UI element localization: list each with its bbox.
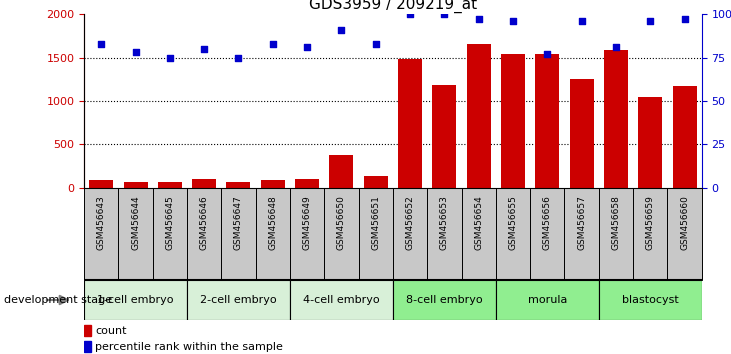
Bar (221, 188, 256, 280)
Text: GSM456646: GSM456646 (200, 195, 208, 250)
Bar (564, 188, 599, 280)
Bar (325, 188, 359, 280)
Bar (432, 85, 456, 188)
Text: GSM456659: GSM456659 (645, 195, 655, 250)
Point (404, 11, 416, 17)
Text: morula: morula (528, 295, 567, 305)
Point (610, 44, 622, 50)
Bar (290, 188, 325, 280)
Bar (501, 55, 525, 188)
Bar (599, 280, 702, 320)
Point (95, 41, 107, 46)
Text: GSM456652: GSM456652 (406, 195, 414, 250)
Text: GSM456649: GSM456649 (303, 195, 311, 250)
Bar (124, 182, 148, 188)
Text: GSM456643: GSM456643 (96, 195, 106, 250)
Text: blastocyst: blastocyst (622, 295, 678, 305)
Bar (295, 179, 319, 188)
Bar (84, 325, 91, 336)
Title: GDS3959 / 209219_at: GDS3959 / 209219_at (309, 0, 477, 13)
Bar (667, 188, 702, 280)
Text: 1-cell embryo: 1-cell embryo (97, 295, 174, 305)
Text: GSM456648: GSM456648 (268, 195, 277, 250)
Text: GSM456660: GSM456660 (680, 195, 689, 250)
Bar (569, 79, 594, 188)
Bar (633, 188, 667, 280)
Text: 2-cell embryo: 2-cell embryo (200, 295, 277, 305)
Bar (84, 188, 118, 280)
Point (576, 18, 588, 24)
Text: GSM456651: GSM456651 (371, 195, 380, 250)
Text: GSM456657: GSM456657 (577, 195, 586, 250)
Point (679, 17, 691, 22)
Text: GSM456647: GSM456647 (234, 195, 243, 250)
Bar (393, 280, 496, 320)
Bar (461, 188, 496, 280)
Point (507, 18, 519, 24)
Point (645, 18, 656, 24)
Point (198, 46, 210, 52)
Bar (496, 188, 530, 280)
Bar (84, 341, 91, 353)
Point (301, 44, 313, 50)
Bar (84, 280, 187, 320)
Bar (535, 55, 559, 188)
Point (164, 55, 175, 60)
Bar (466, 44, 491, 188)
Point (473, 17, 485, 22)
Bar (496, 280, 599, 320)
Bar (187, 188, 221, 280)
Bar (599, 188, 633, 280)
Bar (256, 188, 290, 280)
Text: percentile rank within the sample: percentile rank within the sample (95, 342, 283, 352)
Bar (158, 182, 182, 188)
Point (129, 50, 141, 55)
Bar (427, 188, 461, 280)
Point (439, 11, 450, 17)
Bar (153, 188, 187, 280)
Bar (227, 182, 251, 188)
Bar (673, 86, 697, 188)
Text: GSM456655: GSM456655 (509, 195, 518, 250)
Point (336, 27, 347, 33)
Bar (290, 280, 393, 320)
Point (370, 41, 382, 46)
Bar (359, 188, 393, 280)
Text: development stage: development stage (4, 295, 112, 305)
Text: GSM456653: GSM456653 (440, 195, 449, 250)
Bar (398, 59, 422, 188)
Point (232, 55, 244, 60)
Bar (187, 280, 290, 320)
Text: GSM456650: GSM456650 (337, 195, 346, 250)
Text: GSM456644: GSM456644 (131, 195, 140, 250)
Text: 8-cell embryo: 8-cell embryo (406, 295, 482, 305)
Bar (261, 180, 285, 188)
Point (267, 41, 279, 46)
Bar (330, 155, 354, 188)
Text: count: count (95, 326, 126, 336)
Point (542, 51, 553, 57)
Text: GSM456658: GSM456658 (611, 195, 621, 250)
Bar (604, 50, 628, 188)
Bar (530, 188, 564, 280)
Bar (638, 97, 662, 188)
Bar (192, 179, 216, 188)
Bar (89, 180, 113, 188)
Bar (118, 188, 153, 280)
Bar (393, 188, 427, 280)
Bar (364, 176, 387, 188)
Text: GSM456645: GSM456645 (165, 195, 175, 250)
Text: 4-cell embryo: 4-cell embryo (303, 295, 379, 305)
Text: GSM456656: GSM456656 (543, 195, 552, 250)
Text: GSM456654: GSM456654 (474, 195, 483, 250)
